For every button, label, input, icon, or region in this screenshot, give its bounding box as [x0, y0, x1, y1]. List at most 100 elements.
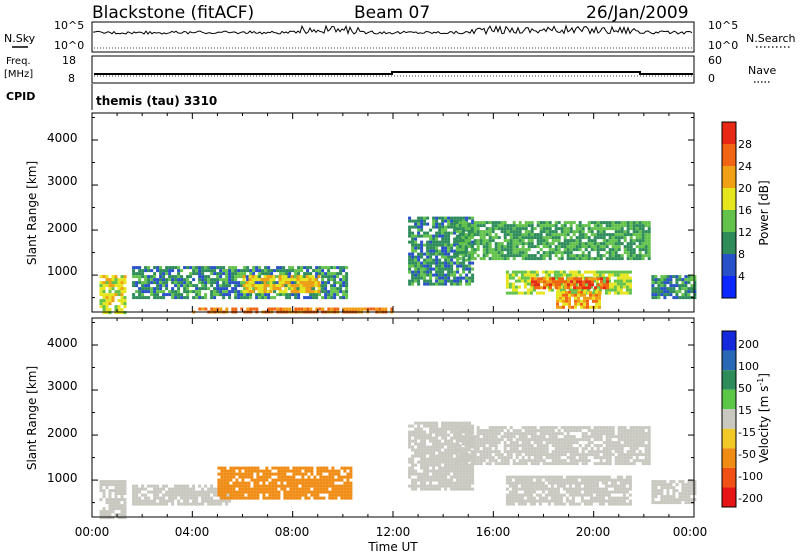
heatmap-cell: [602, 221, 606, 225]
heatmap-cell: [641, 462, 645, 466]
heatmap-cell: [581, 447, 585, 451]
heatmap-cell: [532, 499, 536, 503]
heatmap-cell: [438, 451, 442, 455]
heatmap-cell: [408, 484, 412, 488]
heatmap-cell: [261, 269, 265, 273]
heatmap-cell: [465, 264, 469, 268]
heatmap-cell: [435, 246, 439, 250]
heatmap-cell: [135, 272, 139, 276]
heatmap-cell: [280, 466, 284, 470]
heatmap-cell: [226, 484, 230, 488]
heatmap-cell: [551, 426, 555, 430]
heatmap-cell: [438, 439, 442, 443]
heatmap-cell: [511, 481, 515, 485]
heatmap-cell: [458, 257, 462, 261]
heatmap-cell: [547, 273, 551, 277]
heatmap-cell: [411, 445, 415, 449]
heatmap-cell: [482, 242, 486, 246]
heatmap-cell: [253, 466, 257, 470]
heatmap-cell: [693, 489, 697, 493]
heatmap-cell: [120, 293, 124, 297]
heatmap-cell: [141, 296, 145, 300]
heatmap-cell: [654, 275, 658, 279]
heatmap-cell: [580, 276, 584, 280]
heatmap-cell: [593, 450, 597, 454]
heatmap-cell: [559, 478, 563, 482]
heatmap-cell: [283, 478, 287, 482]
heatmap-cell: [488, 429, 492, 433]
power-cbar-tick-20: 20: [738, 182, 752, 195]
heatmap-cell: [576, 286, 579, 290]
heatmap-cell: [342, 269, 346, 273]
velocity-heatmap: [99, 421, 697, 520]
heatmap-cell: [453, 442, 457, 446]
heatmap-cell: [580, 288, 584, 292]
heatmap-cell: [102, 284, 106, 288]
heatmap-cell: [500, 462, 504, 466]
heatmap-cell: [447, 460, 451, 464]
heatmap-cell: [447, 424, 451, 428]
heatmap-cell: [363, 307, 367, 311]
heatmap-cell: [644, 224, 648, 228]
heatmap-cell: [455, 450, 459, 454]
heatmap-cell: [473, 242, 477, 246]
heatmap-cell: [340, 496, 344, 500]
heatmap-cell: [447, 276, 451, 280]
heatmap-cell: [598, 499, 602, 503]
heatmap-cell: [599, 426, 603, 430]
heatmap-cell: [617, 429, 621, 433]
heatmap-cell: [598, 305, 601, 309]
heatmap-cell: [235, 466, 239, 470]
heatmap-cell: [441, 421, 445, 425]
heatmap-cell: [635, 239, 639, 243]
heatmap-cell: [252, 287, 256, 291]
heatmap-cell: [299, 278, 303, 282]
heatmap-cell: [500, 456, 504, 460]
heatmap-cell: [319, 472, 323, 476]
heatmap-cell: [470, 444, 474, 448]
heatmap-cell: [534, 283, 537, 287]
heatmap-cell: [529, 496, 533, 500]
heatmap-cell: [596, 450, 600, 454]
heatmap-cell: [298, 478, 302, 482]
heatmap-cell: [271, 496, 275, 500]
heatmap-cell: [120, 480, 124, 484]
heatmap-cell: [459, 273, 463, 277]
heatmap-cell: [467, 224, 471, 228]
heatmap-cell: [426, 478, 430, 482]
heatmap-cell: [687, 275, 691, 279]
heatmap-cell: [608, 432, 612, 436]
heatmap-cell: [512, 441, 516, 445]
heatmap-cell: [171, 278, 175, 282]
heatmap-cell: [455, 224, 459, 228]
heatmap-cell: [288, 287, 292, 291]
heatmap-cell: [468, 472, 472, 476]
heatmap-cell: [334, 469, 338, 473]
heatmap-cell: [647, 242, 651, 246]
heatmap-cell: [666, 281, 670, 285]
heatmap-cell: [447, 454, 451, 458]
heatmap-cell: [607, 484, 611, 488]
heatmap-cell: [608, 444, 612, 448]
heatmap-cell: [186, 484, 190, 488]
heatmap-cell: [690, 492, 694, 496]
heatmap-cell: [414, 240, 418, 244]
heatmap-cell: [629, 435, 633, 439]
heatmap-cell: [517, 493, 521, 497]
heatmap-cell: [581, 233, 585, 237]
heatmap-cell: [614, 242, 618, 246]
heatmap-cell: [651, 281, 655, 285]
heatmap-cell: [518, 444, 522, 448]
heatmap-cell: [340, 478, 344, 482]
heatmap-cell: [168, 293, 172, 297]
heatmap-cell: [195, 266, 199, 270]
heatmap-cell: [629, 426, 633, 430]
heatmap-cell: [132, 266, 136, 270]
heatmap-cell: [423, 273, 427, 277]
heatmap-cell: [485, 254, 489, 258]
heatmap-cell: [234, 278, 238, 282]
heatmap-cell: [572, 435, 576, 439]
heatmap-cell: [159, 269, 163, 273]
heatmap-cell: [563, 230, 567, 234]
heatmap-cell: [560, 227, 564, 231]
